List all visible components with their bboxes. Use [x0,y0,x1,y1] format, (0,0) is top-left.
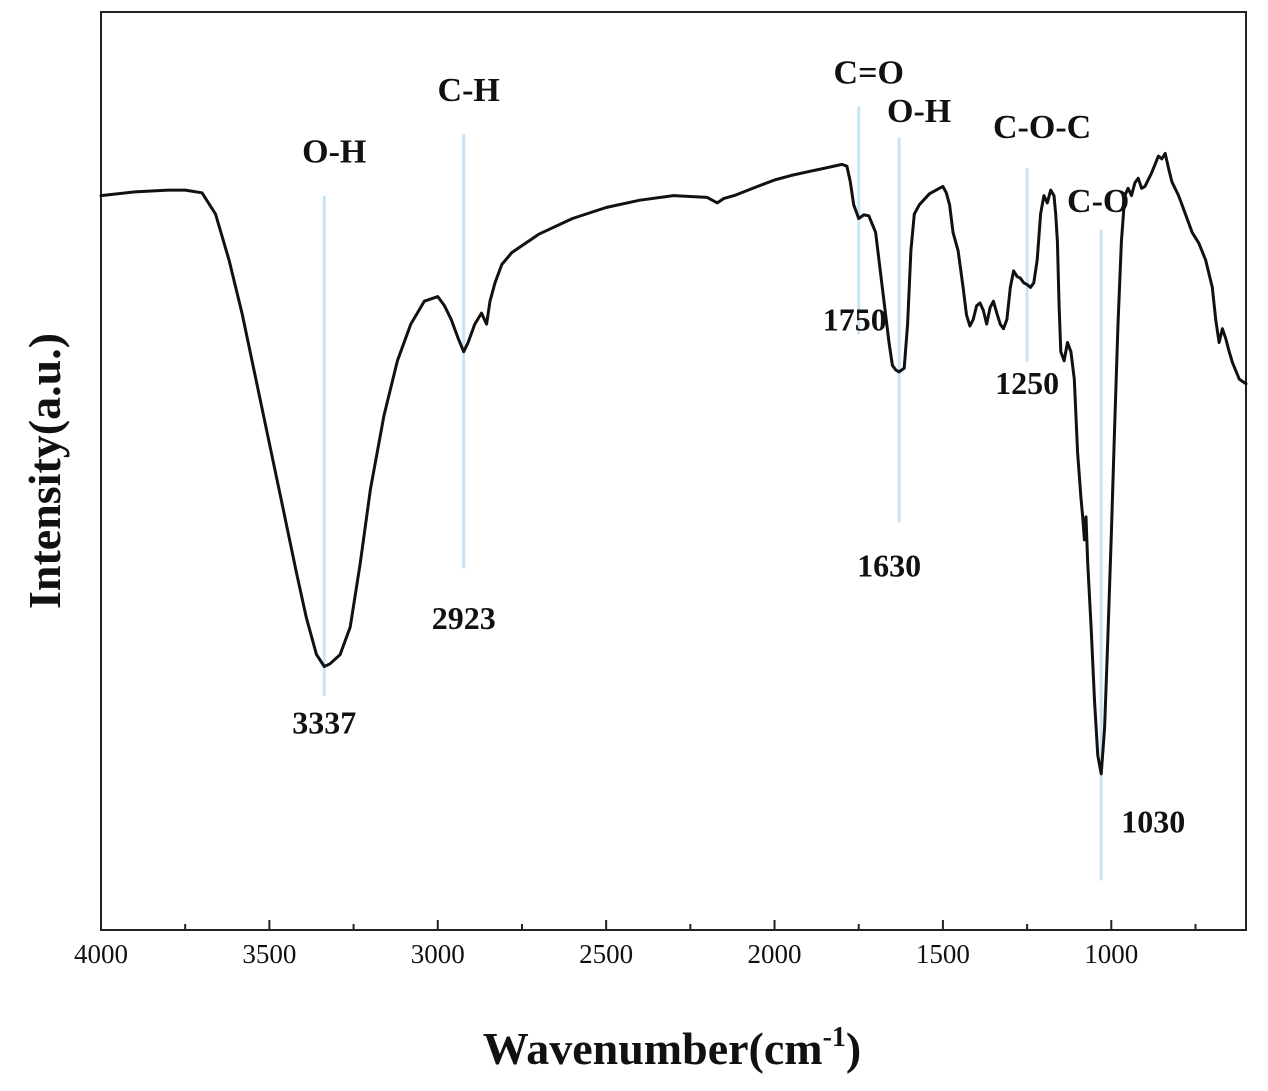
peak-labels: O-H 3337 C-H 2923 C=O 1750 O-H 1630 C-O-C 1250 C-O… [292,55,1185,840]
peak-value-label: 1250 [995,365,1059,401]
peak-value-label: 1030 [1121,804,1185,840]
x-tick-label: 1500 [916,939,970,969]
x-axis-title-main: Wavenumber(cm [483,1023,823,1074]
peak-group-label: O-H [302,134,366,171]
peak-group-label: C-O [1067,183,1129,220]
x-tick-label: 2000 [748,939,802,969]
x-tick-label: 1000 [1084,939,1138,969]
peak-marker-lines [322,106,1103,881]
plot-frame [100,11,1247,931]
peak-group-label: O-H [887,93,951,130]
series-layer [99,151,1248,776]
x-tick-label: 2500 [579,939,633,969]
peak-group-label: C-H [438,72,500,109]
x-axis-title-superscript: -1 [823,1022,846,1053]
x-tick-label: 3500 [242,939,296,969]
x-tick-label: 3000 [411,939,465,969]
peak-value-label: 3337 [292,705,356,741]
peak-value-label: 1630 [857,548,921,584]
peak-value-label: 1750 [823,302,887,338]
peak-group-label: C=O [834,55,904,92]
x-axis-ticks: 4000 3500 3000 2500 2000 1500 1000 [74,920,1197,969]
x-axis-title-close: ) [846,1023,861,1074]
x-axis-title: Wavenumber(cm-1) [483,1022,862,1074]
peak-group-label: C-O-C [993,109,1091,146]
peak-value-label: 2923 [432,600,496,636]
x-tick-label: 4000 [74,939,128,969]
y-axis-title: Intensity(a.u.) [19,333,70,609]
series-line-0 [99,151,1248,776]
